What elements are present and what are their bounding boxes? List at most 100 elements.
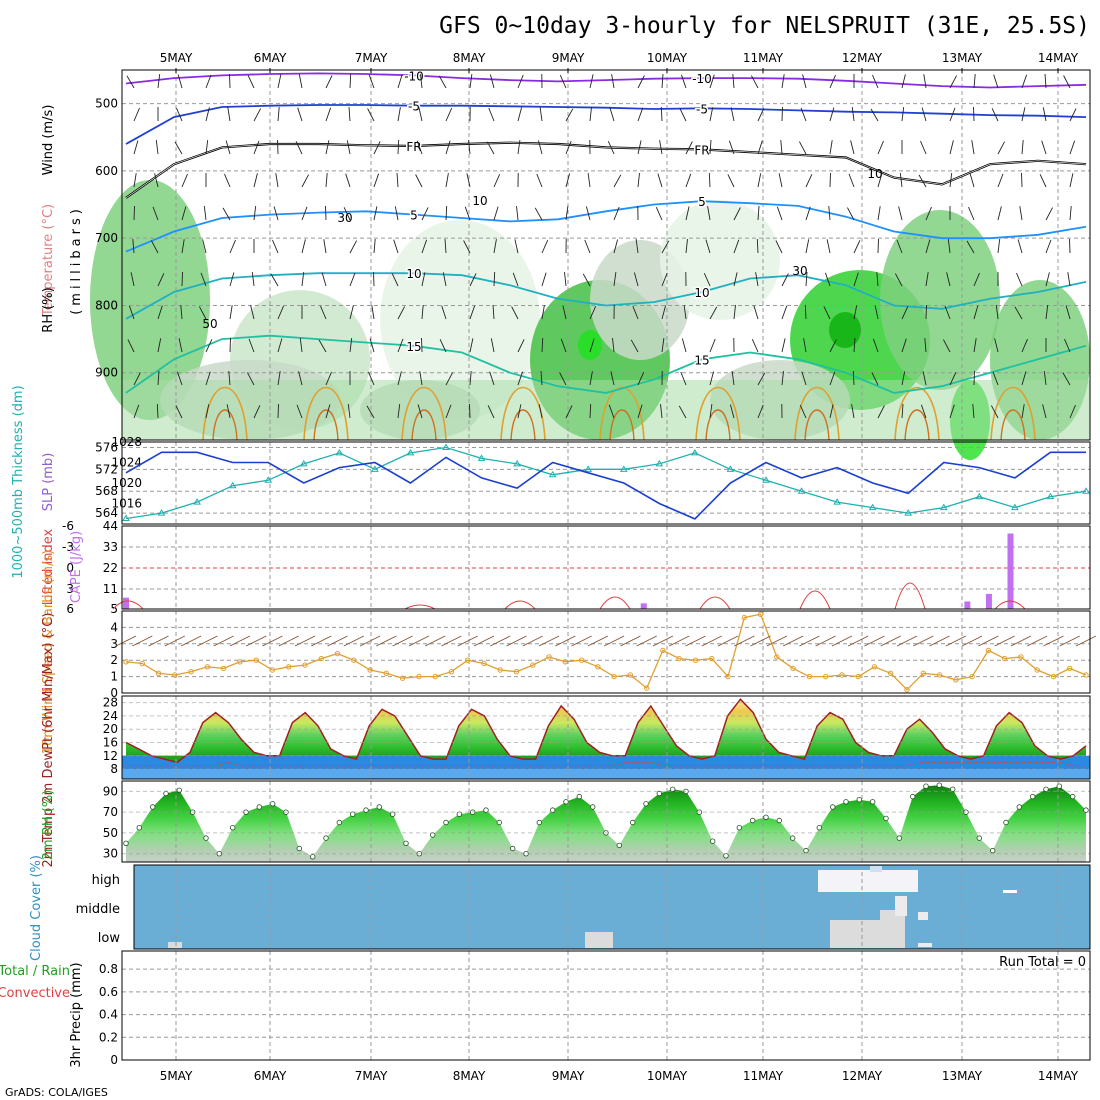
rh-point: [883, 815, 889, 822]
wind-barb: [277, 74, 282, 89]
wind-barb: [127, 339, 135, 353]
wind-barb: [514, 239, 519, 254]
isotherm-line: [125, 104, 1087, 145]
date-tick-label: 13MAY: [942, 1069, 983, 1083]
rh-point: [790, 835, 796, 841]
wind-barb: [753, 305, 759, 320]
rh-point: [390, 811, 396, 817]
credit-label: GrADS: COLA/IGES: [5, 1086, 108, 1099]
wind-barb: [493, 239, 497, 254]
rh-shade-area: [578, 330, 602, 360]
wind-barb: [1021, 404, 1025, 419]
wind-barb: [133, 372, 141, 386]
rh-point: [376, 804, 382, 810]
wind-barb: [751, 75, 759, 89]
temp-area: [126, 699, 1086, 763]
date-tick-label: 8MAY: [453, 1069, 486, 1083]
wind-speed-point: [985, 647, 992, 654]
wind-barb: [222, 207, 231, 221]
li-curve: [699, 596, 731, 610]
wind-barb: [826, 239, 831, 254]
wind-barb: [847, 207, 855, 221]
wind-barb: [490, 338, 495, 353]
cloud-patch: [830, 920, 905, 948]
thickness-point: [406, 448, 415, 456]
wind-barb: [489, 74, 495, 89]
wind-barb: [373, 271, 375, 287]
thickness-point: [868, 503, 877, 511]
temp-tick-label: 28: [103, 696, 118, 710]
wind-barb: [657, 173, 663, 188]
thickness-tick-label: 576: [95, 440, 118, 454]
rh-contour-label: 10: [867, 167, 882, 181]
wind-barb: [445, 108, 453, 122]
wind-barb: [205, 74, 212, 89]
wind-barb: [133, 404, 140, 419]
wind-barb-10m: [115, 635, 137, 647]
rh-point: [936, 782, 942, 788]
wind-barb: [301, 174, 309, 188]
rh-shading: [90, 180, 1090, 460]
wind-barb: [469, 338, 474, 353]
wind-barb: [589, 74, 594, 89]
wind-barb: [199, 306, 207, 320]
wind-barb: [177, 74, 183, 89]
rh-contour-label: 10: [472, 194, 487, 208]
wind-barb: [781, 273, 789, 287]
wind-barb: [949, 75, 957, 89]
wind-barb: [804, 304, 807, 320]
wind-barb: [709, 107, 714, 122]
rh-point: [576, 793, 582, 800]
wind-barb: [417, 404, 423, 419]
wind-barb: [565, 405, 573, 419]
wind-barb: [920, 140, 927, 155]
wind-barb: [325, 173, 328, 188]
wind-barb: [517, 140, 521, 155]
isotherm-25: [1000, 409, 1026, 441]
thickness-point: [299, 459, 308, 467]
cape-label: CAPE (J/kg): [69, 531, 84, 603]
wind-barb: [853, 337, 856, 353]
isotherm-label: -5: [696, 102, 708, 116]
wind-barb: [733, 305, 736, 320]
wind-barb-10m: [750, 635, 771, 647]
rh-point: [710, 838, 716, 844]
temp-line: [125, 698, 1087, 764]
rh-point: [750, 817, 756, 824]
wind-barb: [538, 404, 543, 419]
wind-barb: [997, 173, 1004, 188]
wind-barb: [397, 306, 405, 320]
isotherm-20: [303, 386, 349, 441]
thickness-point: [762, 476, 770, 483]
wind-speed-point: [334, 650, 341, 657]
isotherm-label: 15: [694, 353, 709, 367]
wind-barb: [1069, 173, 1074, 188]
rh-point: [803, 847, 809, 854]
wind-barb: [486, 141, 495, 155]
rh-point: [270, 801, 276, 807]
thickness-point: [477, 454, 486, 461]
wind-speed-point: [220, 665, 227, 672]
panel-frame: [121, 441, 1091, 525]
wind-barb: [613, 174, 622, 188]
rh-shade-area: [880, 210, 1000, 390]
wind-barb: [660, 404, 663, 419]
rh-2m-panel: 30 50 70 90: [103, 780, 1091, 863]
cloud-patch: [585, 932, 613, 948]
cloud-cover-panel: high middle low: [76, 864, 1091, 950]
wind-barb: [1069, 404, 1076, 419]
wind-barb-10m: [473, 635, 495, 647]
wind-barb: [901, 74, 906, 89]
wind-barb: [298, 74, 303, 89]
wind-barb: [349, 338, 353, 353]
wind-barb: [325, 205, 327, 221]
wind-barb: [559, 75, 567, 89]
wind-barb-10m: [1026, 635, 1048, 647]
wind-barb: [589, 338, 595, 353]
wind-speed-point: [351, 657, 357, 663]
rh-point: [403, 840, 409, 846]
wind-barb: [445, 404, 452, 419]
isotherm-25: [609, 409, 635, 441]
date-tick-label: 11MAY: [743, 51, 784, 65]
wind-barb: [1045, 272, 1050, 287]
